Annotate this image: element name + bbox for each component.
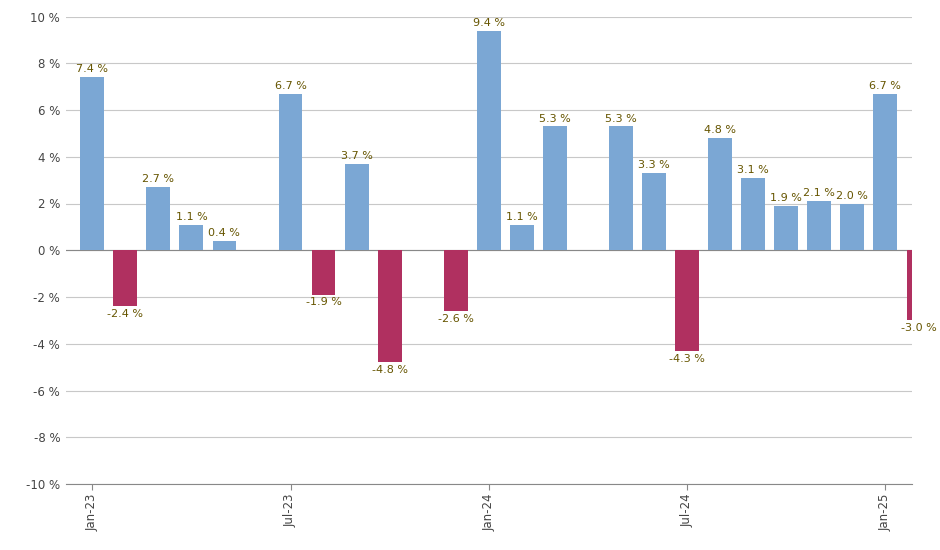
Bar [775, 206, 798, 250]
Text: 2.7 %: 2.7 % [142, 174, 174, 184]
Text: 3.7 %: 3.7 % [340, 151, 372, 161]
Text: 6.7 %: 6.7 % [274, 81, 306, 91]
Text: 2.1 %: 2.1 % [804, 188, 836, 199]
Text: 3.3 %: 3.3 % [638, 160, 670, 170]
Text: 0.4 %: 0.4 % [209, 228, 241, 238]
Text: 7.4 %: 7.4 % [76, 64, 108, 74]
Bar [114, 250, 137, 306]
Bar [477, 30, 501, 250]
Text: -2.6 %: -2.6 % [438, 314, 474, 324]
Bar [378, 250, 401, 362]
Bar [873, 94, 898, 250]
Bar [906, 250, 931, 320]
Text: 5.3 %: 5.3 % [605, 113, 637, 124]
Bar [80, 77, 104, 250]
Text: -4.8 %: -4.8 % [371, 365, 408, 375]
Bar [312, 250, 336, 295]
Bar [742, 178, 765, 250]
Text: 5.3 %: 5.3 % [539, 113, 571, 124]
Text: 2.0 %: 2.0 % [837, 191, 869, 201]
Bar [147, 187, 170, 250]
Text: 1.1 %: 1.1 % [176, 212, 207, 222]
Bar [345, 164, 368, 250]
Text: -3.0 %: -3.0 % [901, 323, 936, 333]
Text: 3.1 %: 3.1 % [737, 165, 769, 175]
Bar [675, 250, 699, 351]
Text: -4.3 %: -4.3 % [669, 354, 705, 364]
Bar [642, 173, 666, 250]
Bar [180, 224, 203, 250]
Text: -2.4 %: -2.4 % [107, 309, 143, 319]
Text: 4.8 %: 4.8 % [704, 125, 736, 135]
Bar [510, 224, 534, 250]
Bar [278, 94, 303, 250]
Bar [609, 126, 633, 250]
Bar [708, 138, 732, 250]
Text: -1.9 %: -1.9 % [306, 298, 341, 307]
Text: 1.9 %: 1.9 % [770, 193, 802, 203]
Bar [543, 126, 567, 250]
Bar [444, 250, 468, 311]
Text: 9.4 %: 9.4 % [473, 18, 505, 28]
Bar [840, 204, 864, 250]
Text: 1.1 %: 1.1 % [506, 212, 538, 222]
Bar [807, 201, 831, 250]
Bar [212, 241, 236, 250]
Text: 6.7 %: 6.7 % [870, 81, 901, 91]
